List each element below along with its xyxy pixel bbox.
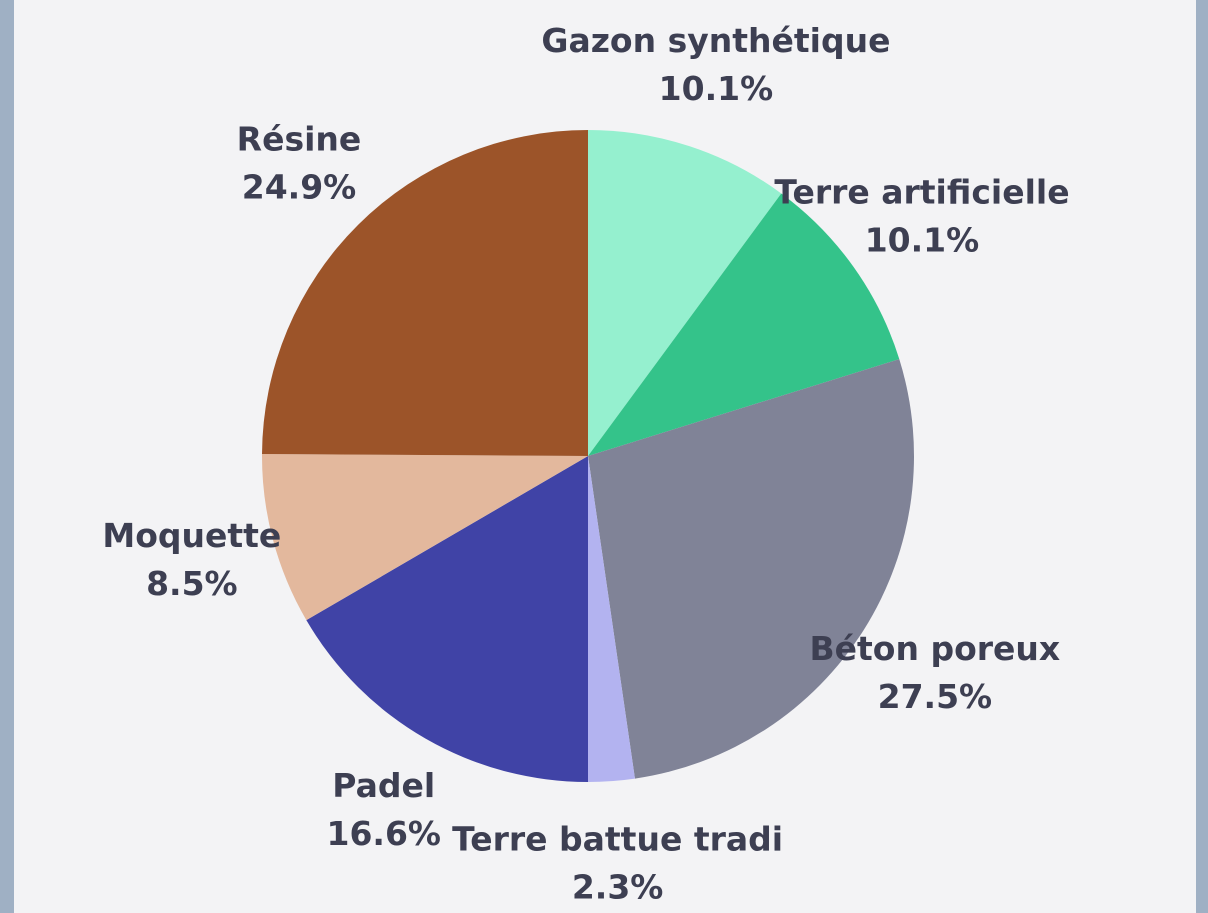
slice-value-label: 8.5% (146, 564, 238, 603)
slice-label: Béton poreux (810, 629, 1061, 668)
background-edge (0, 0, 14, 913)
slice-label: Terre battue tradi (452, 819, 783, 858)
slice-value-label: 2.3% (572, 867, 664, 906)
slice-label: Terre artificielle (774, 173, 1069, 212)
slice-label: Gazon synthétique (541, 21, 890, 60)
slice-value-label: 27.5% (878, 677, 993, 716)
background-edge (1196, 0, 1208, 913)
slice-label: Padel (332, 766, 435, 805)
chart: Gazon synthétique 10.1% Terre artificielle… (0, 0, 1208, 913)
slice-label: Moquette (102, 516, 281, 555)
slice-value-label: 10.1% (659, 69, 774, 108)
slice-value-label: 10.1% (865, 221, 980, 260)
slice-label: Résine (237, 120, 362, 159)
slice-value-label: 16.6% (326, 814, 441, 853)
slice-value-label: 24.9% (242, 168, 357, 207)
